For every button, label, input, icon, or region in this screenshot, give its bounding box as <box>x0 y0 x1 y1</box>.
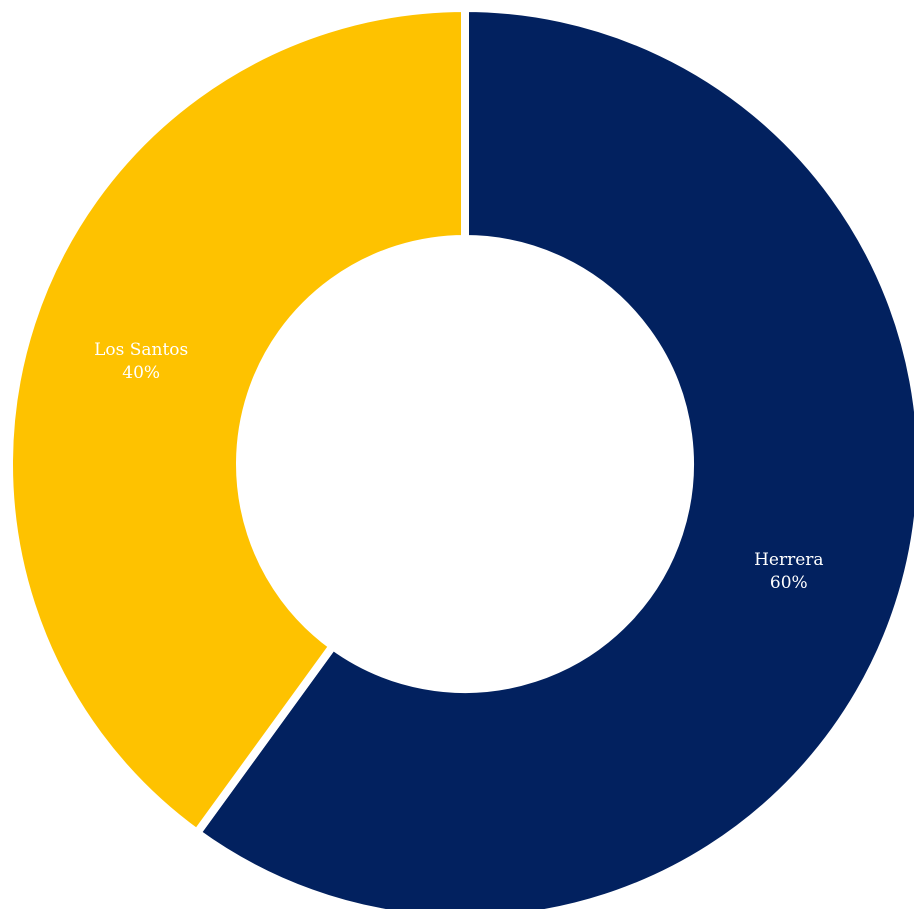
donut-slices <box>5 3 914 913</box>
donut-labels: Herrera 60% Los Santos 40% <box>94 340 823 593</box>
slice-label-herrera: Herrera <box>754 550 823 570</box>
slice-herrera <box>191 3 914 913</box>
slice-value-label-los-santos: 40% <box>122 363 160 383</box>
slice-los-santos <box>5 3 469 839</box>
slice-label-los-santos: Los Santos <box>94 340 188 360</box>
slice-value-label-herrera: 60% <box>770 573 808 593</box>
